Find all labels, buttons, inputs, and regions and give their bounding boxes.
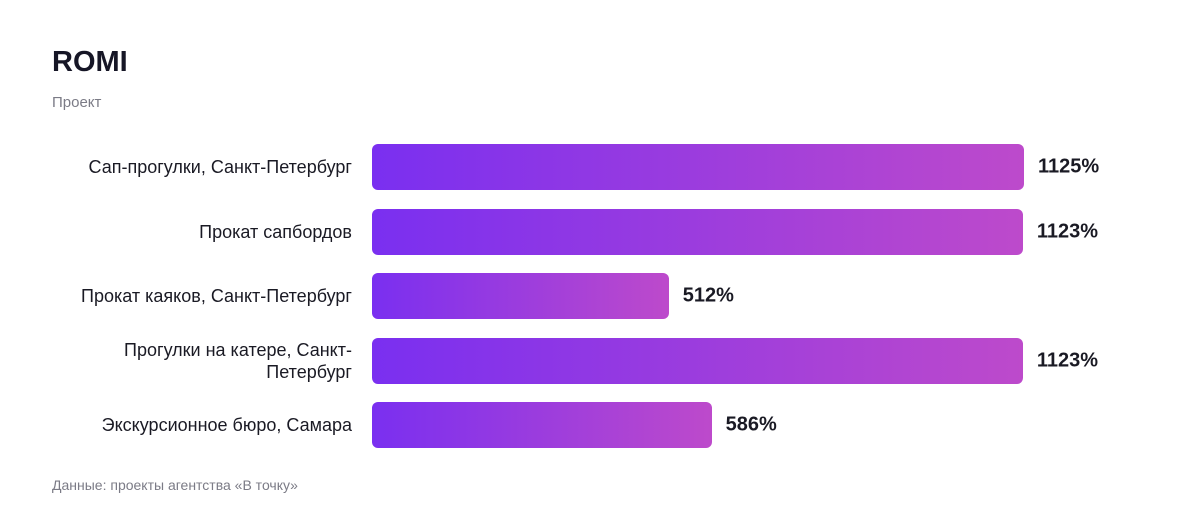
bar <box>372 208 1023 255</box>
category-label: Прогулки на катере, Санкт-Петербург <box>124 339 352 382</box>
value-label: 1123% <box>1036 220 1098 242</box>
value-label: 1125% <box>1038 155 1100 178</box>
category-label: Сап-прогулки, Санкт-Петербург <box>88 157 353 177</box>
category-label: Экскурсионное бюро, Самара <box>101 415 352 435</box>
value-label: 586% <box>725 413 777 436</box>
bar <box>372 273 669 319</box>
bar <box>372 337 1023 384</box>
chart-title: ROMI <box>52 46 128 78</box>
chart-subtitle: Проект <box>52 94 102 111</box>
value-label: 512% <box>682 284 734 307</box>
category-label: Прокат сапбордов <box>199 221 352 242</box>
bar <box>372 144 1024 190</box>
value-label: 1123% <box>1036 349 1098 371</box>
source-note: Данные: проекты агентства «В точку» <box>52 477 298 493</box>
category-label: Прокат каяков, Санкт-Петербург <box>81 286 352 306</box>
bar <box>372 402 712 448</box>
